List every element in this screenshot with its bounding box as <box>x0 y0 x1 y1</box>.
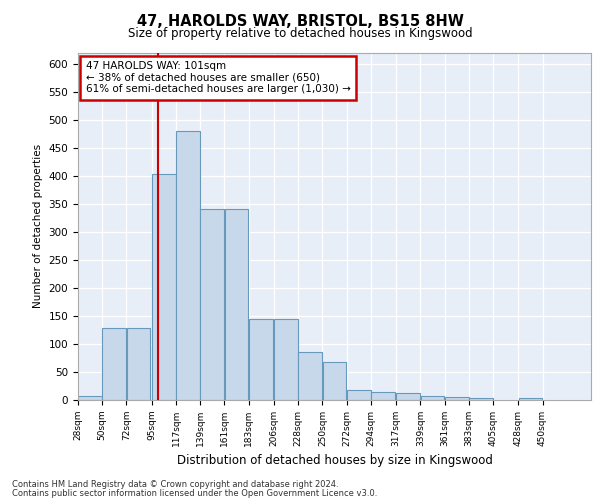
Text: 47 HAROLDS WAY: 101sqm
← 38% of detached houses are smaller (650)
61% of semi-de: 47 HAROLDS WAY: 101sqm ← 38% of detached… <box>86 61 350 94</box>
Bar <box>200 210 224 400</box>
Bar <box>176 131 200 400</box>
Text: 47, HAROLDS WAY, BRISTOL, BS15 8HW: 47, HAROLDS WAY, BRISTOL, BS15 8HW <box>137 14 463 29</box>
Bar <box>347 390 371 400</box>
Text: Contains HM Land Registry data © Crown copyright and database right 2024.: Contains HM Land Registry data © Crown c… <box>12 480 338 489</box>
Bar <box>397 392 420 400</box>
Bar <box>127 328 151 400</box>
Bar <box>518 398 542 400</box>
Bar <box>78 396 102 400</box>
Bar <box>249 318 272 400</box>
Bar <box>445 397 469 400</box>
X-axis label: Distribution of detached houses by size in Kingswood: Distribution of detached houses by size … <box>176 454 493 468</box>
Bar <box>469 398 493 400</box>
Y-axis label: Number of detached properties: Number of detached properties <box>33 144 43 308</box>
Bar <box>103 328 126 400</box>
Bar <box>421 396 445 400</box>
Text: Contains public sector information licensed under the Open Government Licence v3: Contains public sector information licen… <box>12 488 377 498</box>
Bar <box>224 210 248 400</box>
Text: Size of property relative to detached houses in Kingswood: Size of property relative to detached ho… <box>128 28 472 40</box>
Bar <box>152 174 176 400</box>
Bar <box>371 392 395 400</box>
Bar <box>274 318 298 400</box>
Bar <box>298 352 322 400</box>
Bar <box>323 362 346 400</box>
